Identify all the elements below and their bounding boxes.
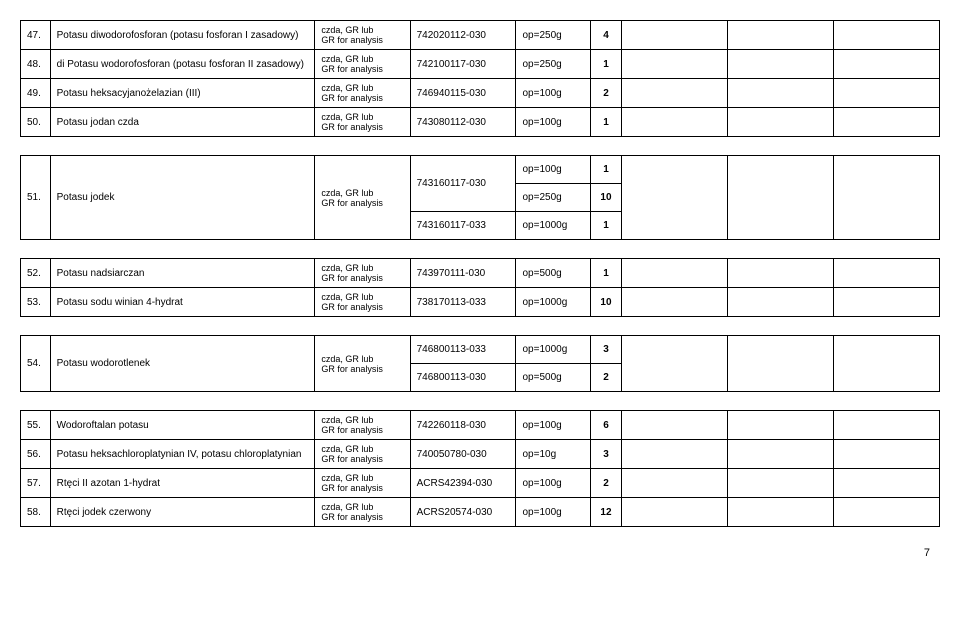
data-table-54: 54. Potasu wodorotlenek czda, GR lub GR … xyxy=(20,335,940,392)
row-qty: 1 xyxy=(590,156,622,184)
row-type: czda, GR lub GR for analysis xyxy=(315,288,410,317)
row-qty: 6 xyxy=(590,411,622,440)
row-num: 54. xyxy=(21,336,51,392)
row-num: 52. xyxy=(21,259,51,288)
row-type: czda, GR lub GR for analysis xyxy=(315,259,410,288)
row-name: Wodoroftalan potasu xyxy=(50,411,315,440)
row-code: 742260118-030 xyxy=(410,411,516,440)
table-row: 53.Potasu sodu winian 4-hydratczda, GR l… xyxy=(21,288,940,317)
row-op: op=100g xyxy=(516,411,590,440)
row-code: ACRS42394-030 xyxy=(410,469,516,498)
row-type: czda, GR lub GR for analysis xyxy=(315,79,410,108)
row-qty: 12 xyxy=(590,498,622,527)
row-name: Potasu sodu winian 4-hydrat xyxy=(50,288,315,317)
table-row: 48.di Potasu wodorofosforan (potasu fosf… xyxy=(21,50,940,79)
row-type: czda, GR lub GR for analysis xyxy=(315,50,410,79)
row-op: op=250g xyxy=(516,50,590,79)
table-row: 49.Potasu heksacyjanożelazian (III)czda,… xyxy=(21,79,940,108)
row-name: Potasu nadsiarczan xyxy=(50,259,315,288)
table-row: 58.Rtęci jodek czerwonyczda, GR lub GR f… xyxy=(21,498,940,527)
row-op: op=10g xyxy=(516,440,590,469)
row-code: 743970111-030 xyxy=(410,259,516,288)
row-qty: 10 xyxy=(590,288,622,317)
data-table-55-58: 55.Wodoroftalan potasuczda, GR lub GR fo… xyxy=(20,410,940,527)
row-num: 47. xyxy=(21,21,51,50)
row-name: Potasu jodek xyxy=(50,156,315,240)
row-code: 746800113-033 xyxy=(410,336,516,364)
row-qty: 1 xyxy=(590,212,622,240)
table-row: 54. Potasu wodorotlenek czda, GR lub GR … xyxy=(21,336,940,364)
row-op: op=1000g xyxy=(516,212,590,240)
row-code: 746940115-030 xyxy=(410,79,516,108)
row-qty: 2 xyxy=(590,364,622,392)
row-code: 743080112-030 xyxy=(410,108,516,137)
row-num: 49. xyxy=(21,79,51,108)
row-qty: 10 xyxy=(590,184,622,212)
row-name: Potasu heksacyjanożelazian (III) xyxy=(50,79,315,108)
row-name: Rtęci jodek czerwony xyxy=(50,498,315,527)
row-code: 743160117-033 xyxy=(410,212,516,240)
table-row: 50.Potasu jodan czdaczda, GR lub GR for … xyxy=(21,108,940,137)
row-num: 56. xyxy=(21,440,51,469)
row-type: czda, GR lub GR for analysis xyxy=(315,411,410,440)
row-qty: 1 xyxy=(590,50,622,79)
table-row: 51. Potasu jodek czda, GR lub GR for ana… xyxy=(21,156,940,184)
row-name: Potasu heksachloroplatynian IV, potasu c… xyxy=(50,440,315,469)
row-name: Potasu diwodorofosforan (potasu fosforan… xyxy=(50,21,315,50)
row-code: 740050780-030 xyxy=(410,440,516,469)
row-qty: 1 xyxy=(590,259,622,288)
row-op: op=100g xyxy=(516,498,590,527)
row-qty: 2 xyxy=(590,469,622,498)
row-name: Potasu wodorotlenek xyxy=(50,336,315,392)
row-type: czda, GR lub GR for analysis xyxy=(315,21,410,50)
row-code: 746800113-030 xyxy=(410,364,516,392)
row-type: czda, GR lub GR for analysis xyxy=(315,156,410,240)
table-row: 52.Potasu nadsiarczanczda, GR lub GR for… xyxy=(21,259,940,288)
row-num: 57. xyxy=(21,469,51,498)
row-op: op=250g xyxy=(516,184,590,212)
row-op: op=1000g xyxy=(516,336,590,364)
row-num: 48. xyxy=(21,50,51,79)
page-number: 7 xyxy=(20,547,940,559)
row-code: 738170113-033 xyxy=(410,288,516,317)
row-code: 743160117-030 xyxy=(410,156,516,212)
table-row: 56.Potasu heksachloroplatynian IV, potas… xyxy=(21,440,940,469)
table-row: 55.Wodoroftalan potasuczda, GR lub GR fo… xyxy=(21,411,940,440)
row-name: Potasu jodan czda xyxy=(50,108,315,137)
row-op: op=500g xyxy=(516,364,590,392)
row-num: 50. xyxy=(21,108,51,137)
row-num: 51. xyxy=(21,156,51,240)
row-op: op=500g xyxy=(516,259,590,288)
row-type: czda, GR lub GR for analysis xyxy=(315,108,410,137)
row-qty: 3 xyxy=(590,440,622,469)
row-type: czda, GR lub GR for analysis xyxy=(315,440,410,469)
table-row: 57.Rtęci II azotan 1-hydratczda, GR lub … xyxy=(21,469,940,498)
row-op: op=1000g xyxy=(516,288,590,317)
data-table: 47.Potasu diwodorofosforan (potasu fosfo… xyxy=(20,20,940,137)
row-type: czda, GR lub GR for analysis xyxy=(315,498,410,527)
row-qty: 1 xyxy=(590,108,622,137)
row-code: ACRS20574-030 xyxy=(410,498,516,527)
row-qty: 2 xyxy=(590,79,622,108)
row-code: 742020112-030 xyxy=(410,21,516,50)
row-op: op=100g xyxy=(516,156,590,184)
row-qty: 4 xyxy=(590,21,622,50)
row-type: czda, GR lub GR for analysis xyxy=(315,336,410,392)
row-name: Rtęci II azotan 1-hydrat xyxy=(50,469,315,498)
table-row: 47.Potasu diwodorofosforan (potasu fosfo… xyxy=(21,21,940,50)
data-table-52-53: 52.Potasu nadsiarczanczda, GR lub GR for… xyxy=(20,258,940,317)
row-op: op=100g xyxy=(516,469,590,498)
row-op: op=250g xyxy=(516,21,590,50)
row-code: 742100117-030 xyxy=(410,50,516,79)
row-type: czda, GR lub GR for analysis xyxy=(315,469,410,498)
row-qty: 3 xyxy=(590,336,622,364)
row-op: op=100g xyxy=(516,108,590,137)
row-name: di Potasu wodorofosforan (potasu fosfora… xyxy=(50,50,315,79)
row-num: 53. xyxy=(21,288,51,317)
data-table-51: 51. Potasu jodek czda, GR lub GR for ana… xyxy=(20,155,940,240)
row-num: 55. xyxy=(21,411,51,440)
row-num: 58. xyxy=(21,498,51,527)
row-op: op=100g xyxy=(516,79,590,108)
